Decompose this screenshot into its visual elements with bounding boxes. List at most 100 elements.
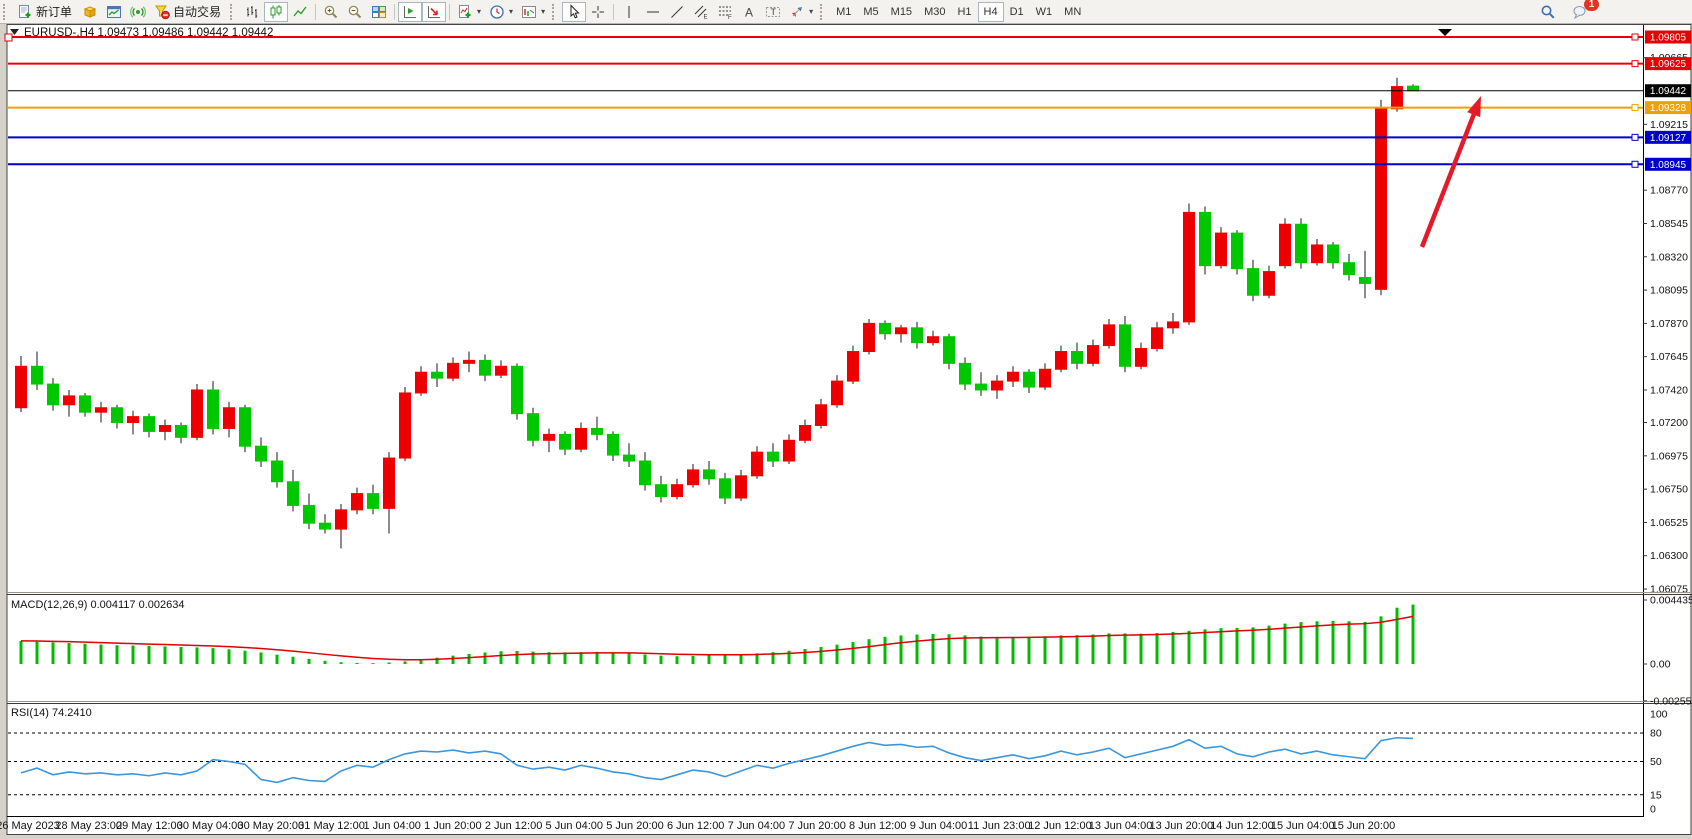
bull-candle bbox=[1055, 351, 1067, 370]
bull-candle bbox=[351, 493, 363, 511]
trend-arrow[interactable] bbox=[1419, 110, 1478, 248]
level-line-handle[interactable] bbox=[1631, 33, 1639, 41]
periods-button[interactable]: ▾ bbox=[485, 2, 517, 22]
line-chart-icon bbox=[293, 6, 307, 16]
timeframe-mn[interactable]: MN bbox=[1058, 2, 1087, 22]
dropdown-caret: ▾ bbox=[809, 7, 814, 16]
time-axis-label: 12 Jun 12:00 bbox=[1028, 820, 1092, 832]
bull-candle bbox=[1039, 368, 1051, 388]
auto-scroll-button[interactable] bbox=[422, 1, 447, 22]
bear-candle bbox=[479, 359, 491, 376]
arrows-icon bbox=[792, 6, 803, 17]
price-tick-label: 1.07645 bbox=[1650, 351, 1688, 363]
horizontal-line-button[interactable] bbox=[641, 2, 665, 22]
chart-canvas[interactable]: 1.096651.092151.087701.085451.083201.080… bbox=[0, 24, 1692, 839]
line-chart-button[interactable] bbox=[288, 2, 312, 22]
level-line-handle[interactable] bbox=[1631, 60, 1639, 68]
search-button[interactable] bbox=[1536, 2, 1560, 22]
signals-button[interactable] bbox=[126, 2, 150, 22]
package-button[interactable] bbox=[78, 2, 102, 22]
trend-arrow-head[interactable] bbox=[1467, 96, 1481, 118]
text-label-button[interactable]: T bbox=[761, 2, 785, 22]
auto-trading-button[interactable]: 自动交易 bbox=[150, 2, 227, 22]
bear-candle bbox=[1295, 223, 1307, 264]
dropdown-caret: ▾ bbox=[541, 7, 546, 16]
chart-shift-button[interactable] bbox=[398, 1, 423, 22]
macd-axis-label: -0.002559 bbox=[1650, 695, 1692, 707]
time-axis-label: 28 May 23:00 bbox=[55, 820, 122, 832]
bear-candle bbox=[47, 383, 59, 406]
timeframe-d1[interactable]: D1 bbox=[1004, 2, 1030, 22]
chat-button[interactable] bbox=[1568, 2, 1592, 22]
indicators-button[interactable]: ▾ bbox=[453, 2, 485, 22]
chart-window-button[interactable] bbox=[102, 2, 126, 22]
chart-title: EURUSD-,H4 1.09473 1.09486 1.09442 1.094… bbox=[24, 27, 273, 39]
level-line-handle[interactable] bbox=[1631, 104, 1639, 112]
bear-candle bbox=[975, 383, 987, 391]
bear-candle bbox=[943, 336, 955, 364]
trendline-button[interactable] bbox=[665, 2, 689, 22]
bear-candle bbox=[319, 522, 331, 530]
bull-candle bbox=[1167, 321, 1179, 329]
timeframe-m30[interactable]: M30 bbox=[918, 2, 951, 22]
new-order-label: 新订单 bbox=[36, 5, 73, 19]
bull-candle bbox=[1311, 244, 1323, 264]
time-axis-label: 30 May 20:00 bbox=[237, 820, 304, 832]
macd-panel: 0.004435 0.00 -0.002559 MACD(12,26,9) 0.004… bbox=[11, 595, 1692, 708]
bear-candle bbox=[527, 413, 539, 441]
timeframe-m15[interactable]: M15 bbox=[885, 2, 918, 22]
toolbar-grip[interactable] bbox=[3, 3, 9, 20]
cursor-button[interactable] bbox=[562, 1, 587, 22]
toolbar-grip[interactable] bbox=[820, 3, 826, 20]
toolbar-grip[interactable] bbox=[552, 3, 558, 20]
text-label-icon: T bbox=[766, 6, 781, 17]
price-badge bbox=[1645, 30, 1691, 44]
auto-scroll-icon bbox=[428, 5, 441, 18]
bear-candle bbox=[111, 407, 123, 424]
bars-chart-button[interactable] bbox=[240, 2, 264, 22]
bull-candle bbox=[383, 457, 395, 509]
bear-candle bbox=[1119, 324, 1131, 367]
level-line-handle[interactable] bbox=[4, 33, 13, 42]
toolbar-separator bbox=[449, 3, 451, 20]
time-axis-label: 7 Jun 20:00 bbox=[788, 820, 846, 832]
cursor-icon bbox=[570, 3, 580, 18]
time-axis-label: 7 Jun 04:00 bbox=[728, 820, 786, 832]
toolbar-separator bbox=[394, 3, 396, 20]
new-order-button[interactable]: 新订单 bbox=[13, 2, 78, 22]
tile-windows-button[interactable] bbox=[367, 2, 391, 22]
timeframe-h4[interactable]: H4 bbox=[977, 1, 1004, 22]
crosshair-button[interactable] bbox=[586, 2, 610, 22]
bull-candle bbox=[735, 475, 747, 499]
vertical-line-button[interactable] bbox=[617, 2, 641, 22]
notification-badge[interactable]: 1 bbox=[1584, 0, 1599, 11]
templates-button[interactable]: ▾ bbox=[517, 2, 549, 22]
equidistant-channel-button[interactable]: E bbox=[689, 2, 713, 22]
zoom-out-button[interactable] bbox=[343, 2, 367, 22]
price-tick-label: 1.09215 bbox=[1650, 119, 1688, 131]
arrows-button[interactable]: ▾ bbox=[785, 2, 817, 22]
chart-menu-triangle-icon[interactable] bbox=[10, 29, 19, 35]
level-line-handle[interactable] bbox=[1631, 133, 1639, 141]
timeframe-w1[interactable]: W1 bbox=[1030, 2, 1059, 22]
bear-candle bbox=[1327, 244, 1339, 264]
chart-object-marker[interactable] bbox=[1438, 29, 1452, 36]
text-button[interactable]: A bbox=[737, 2, 761, 22]
timeframe-m5[interactable]: M5 bbox=[857, 2, 884, 22]
bear-candle bbox=[559, 433, 571, 450]
bull-candle bbox=[415, 371, 427, 394]
timeframe-m1[interactable]: M1 bbox=[830, 2, 857, 22]
zoom-in-button[interactable] bbox=[319, 2, 343, 22]
timeframe-h1[interactable]: H1 bbox=[951, 2, 977, 22]
toolbar-grip[interactable] bbox=[230, 3, 236, 20]
rsi-line bbox=[20, 736, 1414, 784]
time-axis-label: 1 Jun 04:00 bbox=[363, 820, 421, 832]
bear-candle bbox=[287, 481, 299, 506]
fibonacci-button[interactable]: F bbox=[713, 2, 737, 22]
bear-candle bbox=[431, 371, 443, 379]
time-axis-label: 8 Jun 12:00 bbox=[849, 820, 907, 832]
level-line-handle[interactable] bbox=[1631, 160, 1639, 168]
templates-icon bbox=[522, 5, 537, 18]
candles-chart-button[interactable] bbox=[264, 1, 289, 22]
